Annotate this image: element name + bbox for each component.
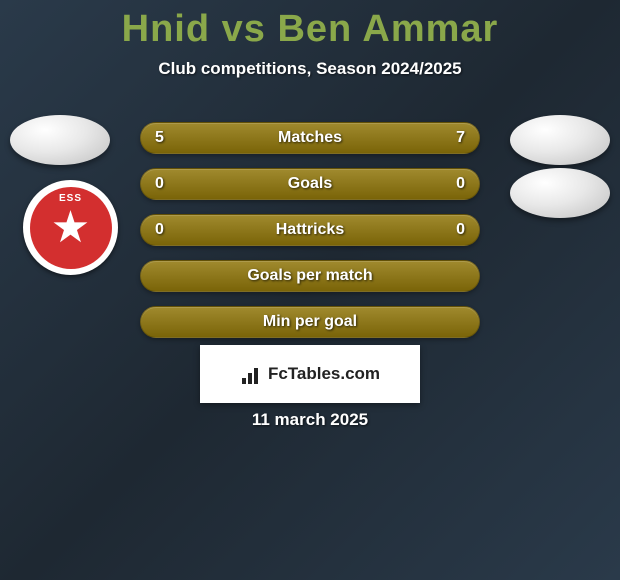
date-text: 11 march 2025 (0, 410, 620, 430)
watermark-text: FcTables.com (268, 364, 380, 384)
stat-bar: Min per goal (140, 306, 480, 338)
stat-bar-label: Min per goal (263, 313, 357, 331)
stat-value-left: 5 (155, 129, 164, 147)
page-title: Hnid vs Ben Ammar (0, 0, 620, 51)
stat-value-right: 0 (456, 221, 465, 239)
stat-value-right: 7 (456, 129, 465, 147)
stat-bar: Goals 0 0 (140, 168, 480, 200)
star-icon: ★ (51, 206, 90, 250)
club-logo-text: ESS (59, 193, 82, 204)
stat-value-right: 0 (456, 175, 465, 193)
stat-value-left: 0 (155, 175, 164, 193)
club-logo-left: ESS ★ (23, 180, 118, 275)
player-avatar-left (10, 115, 110, 165)
stat-bar: Matches 5 7 (140, 122, 480, 154)
bar-chart-icon (240, 364, 262, 384)
stat-value-left: 0 (155, 221, 164, 239)
stat-bar-label: Goals (288, 175, 332, 193)
stat-bar: Hattricks 0 0 (140, 214, 480, 246)
subtitle: Club competitions, Season 2024/2025 (0, 59, 620, 79)
player-avatar-right (510, 115, 610, 165)
stat-bar-label: Hattricks (276, 221, 344, 239)
stat-bar-label: Matches (278, 129, 342, 147)
stat-bar-label: Goals per match (247, 267, 372, 285)
stat-bar: Goals per match (140, 260, 480, 292)
watermark: FcTables.com (200, 345, 420, 403)
club-avatar-right (510, 168, 610, 218)
stats-bars: Matches 5 7 Goals 0 0 Hattricks 0 0 Goals per mat… (140, 122, 480, 352)
